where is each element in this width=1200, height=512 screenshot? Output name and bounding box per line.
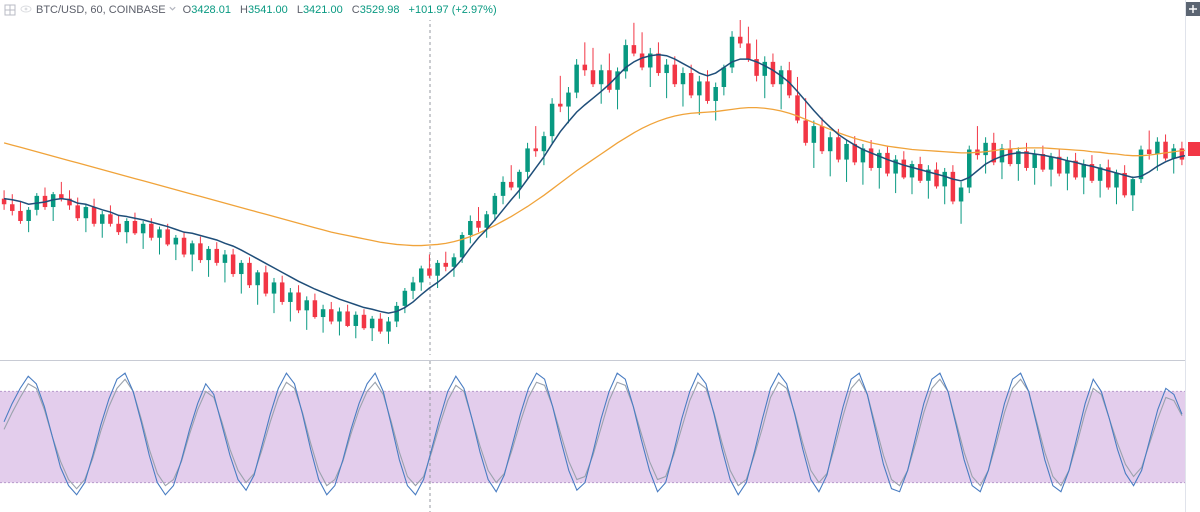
price-axis-gutter[interactable] bbox=[1185, 0, 1200, 512]
price-chart-panel[interactable] bbox=[0, 20, 1186, 355]
ohlc-readout: O3428.01 H3541.00 L3421.00 C3529.98 +101… bbox=[183, 4, 497, 16]
layout-icon[interactable] bbox=[4, 4, 16, 16]
stochastic-oscillator bbox=[0, 361, 1186, 512]
chevron-down-icon[interactable] bbox=[168, 4, 177, 16]
candlestick-chart bbox=[0, 20, 1186, 355]
chart-root: BTC/USD, 60, COINBASE O3428.01 H3541.00 … bbox=[0, 0, 1200, 512]
oscillator-panel[interactable] bbox=[0, 360, 1186, 512]
visibility-icon[interactable] bbox=[20, 3, 32, 18]
last-price-marker bbox=[1188, 142, 1200, 156]
chart-header: BTC/USD, 60, COINBASE O3428.01 H3541.00 … bbox=[0, 0, 1200, 20]
symbol-label[interactable]: BTC/USD, 60, COINBASE bbox=[36, 4, 166, 16]
